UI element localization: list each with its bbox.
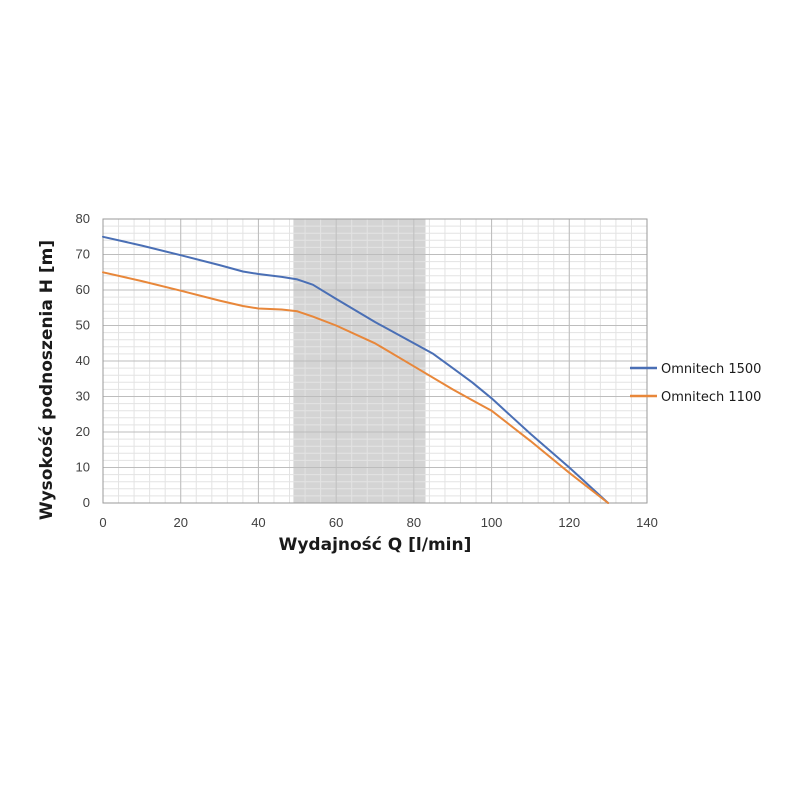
x-tick-label: 60 bbox=[329, 515, 343, 530]
y-tick-label: 70 bbox=[76, 247, 90, 262]
legend-label-1: Omnitech 1500 bbox=[661, 362, 761, 377]
x-tick-label: 120 bbox=[558, 515, 580, 530]
legend: Omnitech 1500 Omnitech 1100 bbox=[630, 362, 761, 405]
x-tick-label: 40 bbox=[251, 515, 265, 530]
legend-label-2: Omnitech 1100 bbox=[661, 390, 761, 405]
y-tick-label: 20 bbox=[76, 424, 90, 439]
x-tick-label: 100 bbox=[481, 515, 503, 530]
y-axis-title: Wysokość podnoszenia H [m] bbox=[37, 240, 57, 520]
y-tick-label: 50 bbox=[76, 318, 90, 333]
series-line-1 bbox=[102, 235, 610, 504]
y-tick-label: 30 bbox=[76, 389, 90, 404]
x-tick-label: 140 bbox=[636, 515, 658, 530]
x-tick-label: 0 bbox=[99, 515, 106, 530]
y-tick-label: 80 bbox=[76, 211, 90, 226]
x-tick-label: 20 bbox=[173, 515, 187, 530]
y-tick-label: 0 bbox=[83, 495, 90, 510]
series-group bbox=[102, 235, 610, 504]
y-tick-label: 40 bbox=[76, 353, 90, 368]
y-tick-label: 10 bbox=[76, 460, 90, 475]
x-axis-title: Wydajność Q [l/min] bbox=[279, 535, 472, 555]
series-line-2 bbox=[102, 271, 610, 504]
x-tick-label: 80 bbox=[407, 515, 421, 530]
x-tick-labels: 0 20 40 60 80 100 120 140 bbox=[99, 515, 657, 530]
y-tick-label: 60 bbox=[76, 282, 90, 297]
y-tick-labels: 0 10 20 30 40 50 60 70 80 bbox=[76, 211, 90, 510]
plot-border bbox=[102, 218, 648, 504]
